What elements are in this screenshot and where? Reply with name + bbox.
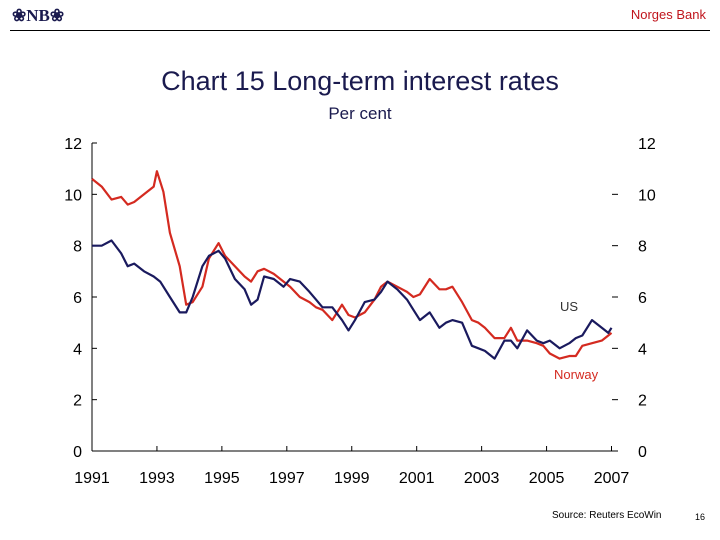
y-left-tick-label: 12 — [64, 136, 82, 153]
y-left-tick-label: 0 — [73, 444, 82, 461]
x-tick-label: 1993 — [139, 470, 175, 487]
x-tick-label: 2001 — [399, 470, 435, 487]
y-left-tick-label: 4 — [73, 341, 82, 358]
x-tick-label: 2003 — [464, 470, 500, 487]
x-tick-label: 1999 — [334, 470, 370, 487]
chart-subtitle: Per cent — [328, 104, 392, 123]
y-axis-right-ticks: 0 2 4 6 8 10 12 — [612, 136, 656, 461]
x-axis-ticks: 1991 1993 1995 1997 1999 2001 2003 2005 2007 — [74, 446, 629, 487]
page-number: 16 — [695, 512, 706, 522]
x-tick-label: 1995 — [204, 470, 240, 487]
y-right-tick-label: 10 — [638, 187, 656, 204]
y-right-tick-label: 2 — [638, 393, 647, 410]
norway-series-label: Norway — [554, 367, 599, 382]
y-left-tick-label: 10 — [64, 187, 82, 204]
x-tick-label: 1997 — [269, 470, 305, 487]
x-tick-label: 2005 — [529, 470, 565, 487]
y-right-tick-label: 8 — [638, 239, 647, 256]
y-left-tick-label: 2 — [73, 393, 82, 410]
series-lines — [91, 170, 613, 360]
x-tick-label: 1991 — [74, 470, 110, 487]
y-axis-left-ticks: 0 2 4 6 8 10 12 — [64, 136, 97, 461]
y-right-tick-label: 6 — [638, 290, 647, 307]
y-right-tick-label: 0 — [638, 444, 647, 461]
us-series-label: US — [560, 299, 578, 314]
header-divider — [10, 30, 710, 31]
y-right-tick-label: 4 — [638, 341, 647, 358]
x-tick-label: 2007 — [594, 470, 630, 487]
us-line — [92, 239, 613, 360]
norges-bank-logo: ❀NB❀ — [12, 6, 65, 25]
norway-line — [91, 170, 613, 360]
bank-name: Norges Bank — [630, 7, 706, 22]
y-left-tick-label: 8 — [73, 239, 82, 256]
source-note: Source: Reuters EcoWin — [552, 510, 662, 521]
y-right-tick-label: 12 — [638, 136, 656, 153]
chart-title: Chart 15 Long-term interest rates — [161, 66, 559, 96]
y-left-tick-label: 6 — [73, 290, 82, 307]
